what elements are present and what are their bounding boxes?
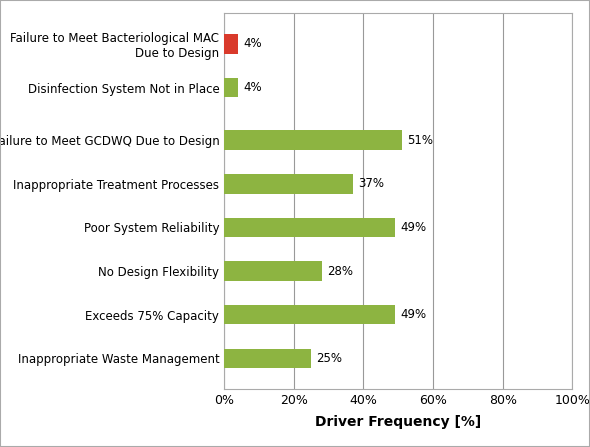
Bar bbox=[224, 261, 322, 281]
Text: 25%: 25% bbox=[316, 352, 342, 365]
Bar bbox=[224, 34, 238, 54]
Text: 4%: 4% bbox=[243, 81, 262, 94]
Bar bbox=[224, 349, 312, 368]
Bar bbox=[224, 78, 238, 97]
Bar bbox=[224, 218, 395, 237]
Text: 4%: 4% bbox=[243, 38, 262, 51]
X-axis label: Driver Frequency [%]: Driver Frequency [%] bbox=[315, 415, 481, 429]
Bar bbox=[224, 305, 395, 325]
Text: 49%: 49% bbox=[400, 221, 426, 234]
Text: 51%: 51% bbox=[407, 134, 433, 147]
Bar bbox=[224, 130, 402, 150]
Text: 49%: 49% bbox=[400, 308, 426, 321]
Bar bbox=[224, 174, 353, 194]
Text: 37%: 37% bbox=[358, 177, 384, 190]
Text: 28%: 28% bbox=[327, 265, 353, 278]
